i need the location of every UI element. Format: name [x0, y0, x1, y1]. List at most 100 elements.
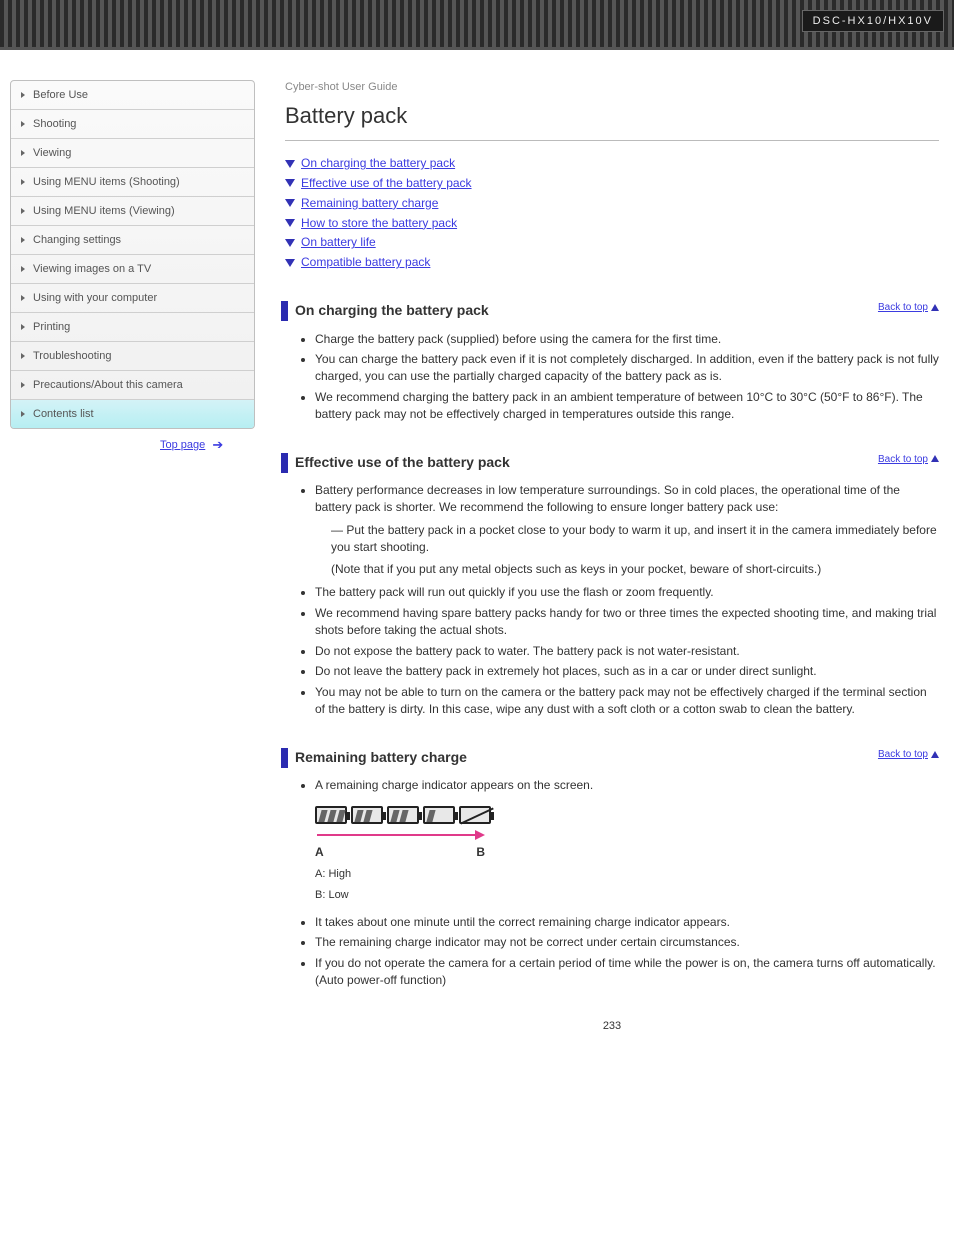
sidebar-item-label: Using with your computer — [33, 292, 157, 304]
section-title: On charging the battery pack — [285, 301, 939, 321]
battery-icon — [387, 806, 419, 824]
section-list: The battery pack will run out quickly if… — [315, 584, 939, 718]
title-rule — [285, 140, 939, 141]
caret-right-icon — [21, 353, 25, 359]
top-bar: DSC-HX10/HX10V — [0, 0, 954, 50]
sidebar-item[interactable]: Using MENU items (Viewing) — [11, 197, 254, 226]
sidebar-item[interactable]: Viewing — [11, 139, 254, 168]
sidebar-item[interactable]: Printing — [11, 313, 254, 342]
caret-right-icon — [21, 179, 25, 185]
section-remaining-charge: Back to top Remaining battery charge A r… — [285, 748, 939, 989]
sidebar-item[interactable]: Shooting — [11, 110, 254, 139]
toc-link[interactable]: Remaining battery charge — [285, 195, 939, 212]
sidebar-item[interactable]: Precautions/About this camera — [11, 371, 254, 400]
list-item: Do not leave the battery pack in extreme… — [315, 663, 939, 680]
sidebar-item[interactable]: Changing settings — [11, 226, 254, 255]
caret-right-icon — [21, 411, 25, 417]
battery-arrow-labels: A B — [315, 844, 485, 861]
sidebar-item-label: Before Use — [33, 89, 88, 101]
top-page-link[interactable]: Top page — [160, 439, 205, 451]
caret-right-icon — [21, 382, 25, 388]
sidebar-item-label: Viewing — [33, 147, 71, 159]
triangle-down-icon — [285, 179, 295, 187]
note-text: (Note that if you put any metal objects … — [331, 561, 939, 578]
toc-link-text[interactable]: Remaining battery charge — [301, 195, 438, 212]
sidebar-item-label: Shooting — [33, 118, 76, 130]
list-item: We recommend having spare battery packs … — [315, 605, 939, 639]
legend-b: B: Low — [315, 888, 939, 903]
list-item: Battery performance decreases in low tem… — [315, 482, 939, 516]
triangle-down-icon — [285, 199, 295, 207]
battery-icon — [351, 806, 383, 824]
top-page-link-wrap: Top page ➔ — [160, 437, 255, 453]
sidebar-item-label: Contents list — [33, 408, 94, 420]
sidebar-item-label: Changing settings — [33, 234, 121, 246]
caret-right-icon — [21, 121, 25, 127]
toc-link-text[interactable]: On battery life — [301, 234, 376, 251]
toc-link-text[interactable]: How to store the battery pack — [301, 215, 457, 232]
caret-right-icon — [21, 237, 25, 243]
list-item: You can charge the battery pack even if … — [315, 351, 939, 385]
battery-gradient-arrow — [315, 828, 485, 842]
breadcrumb: Cyber-shot User Guide — [285, 80, 939, 95]
sidebar-item[interactable]: Using with your computer — [11, 284, 254, 313]
list-item: You may not be able to turn on the camer… — [315, 684, 939, 718]
list-item: It takes about one minute until the corr… — [315, 914, 939, 931]
section-title: Remaining battery charge — [285, 748, 939, 768]
triangle-down-icon — [285, 239, 295, 247]
battery-icon — [459, 806, 491, 824]
toc-link-text[interactable]: On charging the battery pack — [301, 155, 455, 172]
list-item: We recommend charging the battery pack i… — [315, 389, 939, 423]
section-effective-use: Back to top Effective use of the battery… — [285, 453, 939, 718]
section-list: It takes about one minute until the corr… — [315, 914, 939, 989]
section-title: Effective use of the battery pack — [285, 453, 939, 473]
battery-icon — [423, 806, 455, 824]
sidebar-item-label: Troubleshooting — [33, 350, 111, 362]
sidebar-item[interactable]: Troubleshooting — [11, 342, 254, 371]
triangle-down-icon — [285, 259, 295, 267]
caret-right-icon — [21, 266, 25, 272]
section-list: Battery performance decreases in low tem… — [315, 482, 939, 516]
list-item: Do not expose the battery pack to water.… — [315, 643, 939, 660]
caret-right-icon — [21, 295, 25, 301]
toc-link[interactable]: On charging the battery pack — [285, 155, 939, 172]
section-list: A remaining charge indicator appears on … — [315, 777, 939, 794]
caret-right-icon — [21, 324, 25, 330]
page-title: Battery pack — [285, 101, 939, 132]
arrow-right-icon: ➔ — [212, 437, 223, 452]
toc-link[interactable]: Effective use of the battery pack — [285, 175, 939, 192]
label-a: A — [315, 844, 324, 861]
battery-icon — [315, 806, 347, 824]
list-item: If you do not operate the camera for a c… — [315, 955, 939, 989]
battery-indicator-row — [315, 806, 939, 824]
sidebar-item[interactable]: Using MENU items (Shooting) — [11, 168, 254, 197]
page-number: 233 — [285, 1019, 939, 1034]
sidebar-item-label: Printing — [33, 321, 70, 333]
sidebar-item[interactable]: Before Use — [11, 81, 254, 110]
sidebar-nav: Before Use Shooting Viewing Using MENU item… — [10, 80, 255, 429]
caret-right-icon — [21, 92, 25, 98]
section-list: Charge the battery pack (supplied) befor… — [315, 331, 939, 423]
toc-link-text[interactable]: Compatible battery pack — [301, 254, 430, 271]
sidebar-item[interactable]: Viewing images on a TV — [11, 255, 254, 284]
legend-a: A: High — [315, 867, 939, 882]
toc-link[interactable]: On battery life — [285, 234, 939, 251]
caret-right-icon — [21, 208, 25, 214]
caret-right-icon — [21, 150, 25, 156]
section-charging: Back to top On charging the battery pack… — [285, 301, 939, 423]
sidebar-item[interactable]: Contents list — [11, 400, 254, 428]
sidebar-item-label: Using MENU items (Viewing) — [33, 205, 175, 217]
sidebar-item-label: Using MENU items (Shooting) — [33, 176, 180, 188]
main-content: Cyber-shot User Guide Battery pack On ch… — [255, 80, 954, 1074]
list-item: The battery pack will run out quickly if… — [315, 584, 939, 601]
sidebar-item-label: Precautions/About this camera — [33, 379, 183, 391]
toc-link-text[interactable]: Effective use of the battery pack — [301, 175, 472, 192]
list-item: A remaining charge indicator appears on … — [315, 777, 939, 794]
list-item: Charge the battery pack (supplied) befor… — [315, 331, 939, 348]
list-item: The remaining charge indicator may not b… — [315, 934, 939, 951]
sidebar-item-label: Viewing images on a TV — [33, 263, 151, 275]
toc-link[interactable]: How to store the battery pack — [285, 215, 939, 232]
toc-link[interactable]: Compatible battery pack — [285, 254, 939, 271]
triangle-down-icon — [285, 160, 295, 168]
product-badge: DSC-HX10/HX10V — [802, 10, 944, 32]
